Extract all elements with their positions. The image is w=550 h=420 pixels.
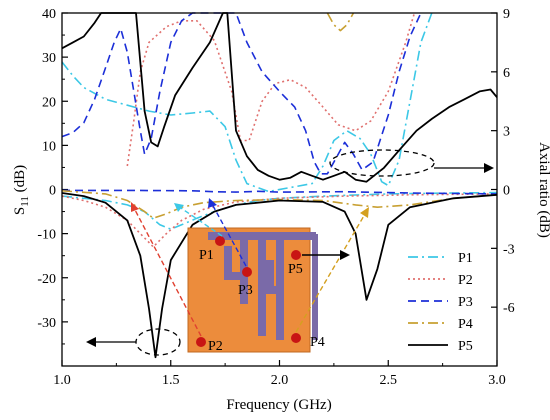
- y-left-tick-label: 30: [42, 51, 56, 66]
- axis-ticks: 1.0 1.5 2.0 2.5 3.0403020100-10-20-309630-3-…: [37, 7, 514, 388]
- x-tick-label: 3.0: [488, 373, 506, 388]
- antenna-inset: P1 P2 P3 P4 P5: [187, 227, 325, 354]
- series-p4-s11-line: [61, 190, 498, 219]
- x-tick-label: 1.5: [162, 373, 180, 388]
- y-right-tick-label: 0: [503, 184, 510, 199]
- inset-label-p5: P5: [288, 262, 303, 277]
- legend-label-p5: P5: [458, 339, 473, 354]
- inset-board: [187, 227, 311, 353]
- inset-point-p5: [291, 250, 301, 260]
- inset-strip-center: [258, 240, 266, 336]
- x-tick-label: 2.5: [380, 373, 398, 388]
- y-right-tick-label: -3: [503, 242, 515, 257]
- inset-point-p1: [215, 236, 225, 246]
- inset-point-p2: [196, 337, 206, 347]
- legend-label-p4: P4: [458, 317, 473, 332]
- x-tick-label: 2.0: [271, 373, 289, 388]
- annotations: [86, 149, 494, 356]
- y-left-tick-label: 0: [49, 184, 56, 199]
- pointer-p3: [211, 203, 247, 267]
- y-left-tick-label: 20: [42, 95, 56, 110]
- series-p4-ar-line: [326, 12, 355, 32]
- inset-strip-outer: [312, 234, 318, 340]
- pointer-p3-arrowhead-icon: [208, 198, 217, 208]
- pointer-p2-arrowhead-icon: [131, 202, 139, 212]
- series-p3-ar-line: [61, 12, 422, 175]
- inset-pointers: [131, 198, 369, 337]
- x-axis-title: Frequency (GHz): [226, 397, 331, 413]
- ar-arrowhead-icon: [484, 163, 494, 173]
- pointer-p1-arrowhead-icon: [174, 203, 184, 212]
- legend-label-p3: P3: [458, 295, 473, 310]
- plot-frame: [61, 12, 498, 367]
- series-p1-ar-line: [61, 12, 433, 193]
- y-right-tick-label: -6: [503, 301, 515, 316]
- plot-series: [61, 12, 498, 359]
- legend-label-p1: P1: [458, 251, 473, 266]
- inset-label-p3: P3: [238, 283, 253, 298]
- y-left-tick-label: -10: [37, 228, 56, 243]
- pointer-p4-arrowhead-icon: [360, 207, 369, 218]
- series-p5-ar-line: [61, 12, 498, 183]
- inset-strip-top: [208, 232, 316, 240]
- pointer-p5-arrowhead-icon: [340, 250, 350, 260]
- legend: P1 P2 P3 P4 P5: [408, 251, 473, 354]
- inset-point-p3: [242, 267, 252, 277]
- y-left-tick-label: 10: [42, 139, 56, 154]
- y-axis-left-title-unit: (dB): [12, 165, 28, 196]
- y-axis-left-title-main: S: [12, 207, 28, 215]
- series-p2-s11-line: [61, 193, 498, 248]
- y-axis-left-title-sub: 11: [19, 196, 31, 207]
- series-p1-s11-line: [61, 191, 498, 230]
- pointer-p1: [177, 205, 223, 237]
- y-right-tick-label: 3: [503, 125, 510, 140]
- y-left-tick-label: 40: [42, 7, 56, 22]
- inset-strip-link: [266, 286, 284, 294]
- series-p2-ar-line: [126, 12, 416, 167]
- inset-strip-stub: [266, 260, 274, 286]
- y-left-tick-label: -30: [37, 316, 56, 331]
- y-right-tick-label: 6: [503, 66, 510, 81]
- legend-label-p2: P2: [458, 273, 473, 288]
- inset-point-p4: [291, 333, 301, 343]
- inset-label-p2: P2: [208, 339, 223, 354]
- pointer-p4: [295, 213, 366, 333]
- inset-strip-feed-left: [224, 246, 232, 280]
- y-left-tick-label: -20: [37, 272, 56, 287]
- inset-label-p1: P1: [199, 248, 214, 263]
- x-tick-label: 1.0: [53, 373, 71, 388]
- y-axis-right-title: Axial ratio (dB): [536, 142, 550, 238]
- s11-arrowhead-icon: [86, 337, 96, 347]
- series-p5-s11-line: [61, 192, 498, 359]
- ar-annotation-ellipse: [329, 149, 435, 177]
- series-p3-s11-line: [62, 189, 498, 195]
- y-axis-left-title: S11 (dB): [12, 165, 31, 215]
- pointer-p2: [133, 207, 202, 337]
- inset-strip-bend: [224, 272, 248, 280]
- inset-label-p4: P4: [310, 335, 325, 350]
- y-right-tick-label: 9: [503, 7, 510, 22]
